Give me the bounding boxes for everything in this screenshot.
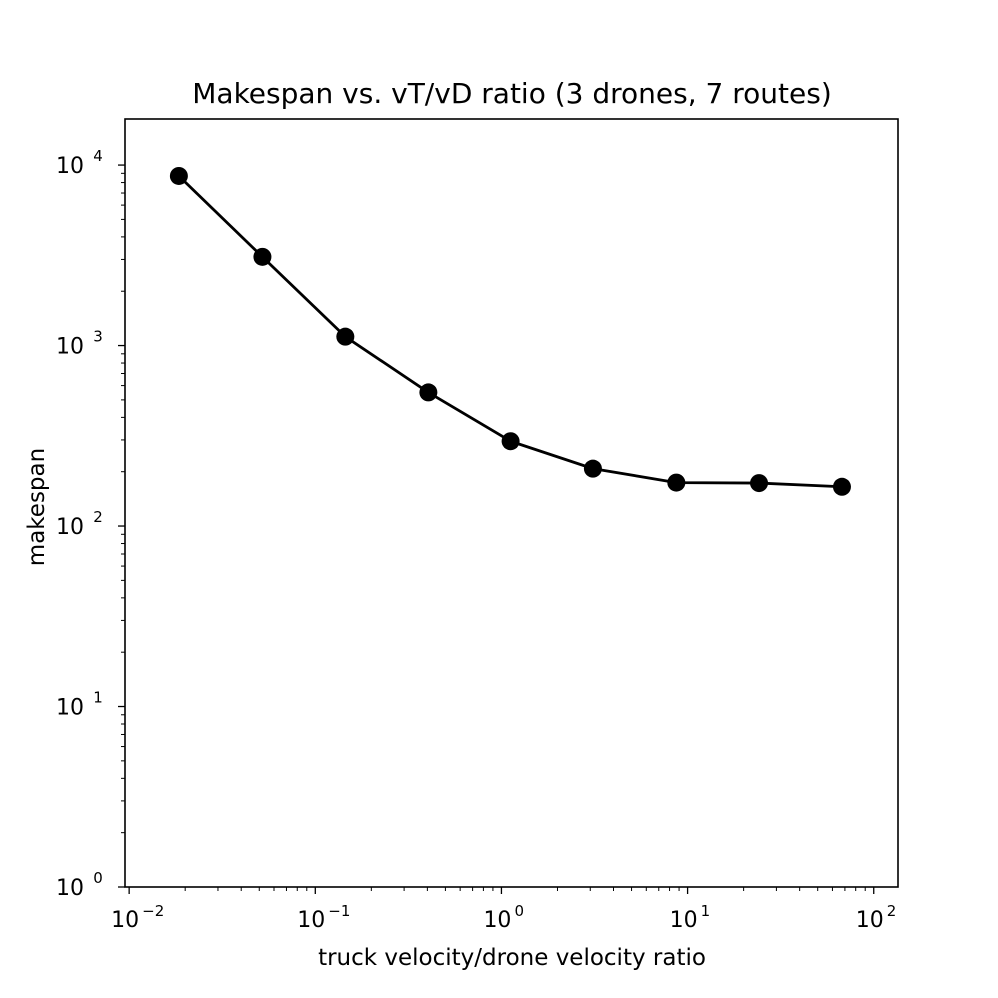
data-point [419,383,438,402]
x-tick-exponent: 1 [701,902,711,920]
y-tick-label: 10 [56,696,84,721]
x-tick-exponent: −1 [328,902,350,920]
y-tick-exponent: 0 [93,869,103,887]
plot-frame [124,118,899,888]
data-point [253,247,272,266]
data-point [583,459,602,478]
x-axis-label: truck velocity/drone velocity ratio [318,945,706,971]
y-tick-exponent: 4 [93,147,103,165]
x-tick-label: 10 [111,908,139,933]
x-tick-exponent: 0 [514,902,524,920]
y-tick-label: 10 [56,876,84,901]
data-point [667,473,686,492]
y-tick-exponent: 2 [93,508,103,526]
x-tick-label: 10 [856,908,884,933]
y-axis-ticks: 10 0 10 1 10 2 10 3 10 4 [56,147,125,901]
y-tick-label: 10 [56,335,84,360]
x-tick-label: 10 [297,908,325,933]
y-tick-label: 10 [56,515,84,540]
series-layer [169,166,851,496]
y-tick-exponent: 3 [93,328,103,346]
y-tick-exponent: 1 [93,689,103,707]
x-tick-exponent: −2 [142,902,164,920]
x-axis-ticks: 10 −2 10 −1 10 0 10 1 10 2 [111,887,896,933]
y-axis-label: makespan [24,448,50,566]
x-tick-label: 10 [670,908,698,933]
x-tick-label: 10 [483,908,511,933]
data-point [501,432,520,451]
data-point [336,327,355,346]
x-tick-exponent: 2 [887,902,897,920]
data-point [832,477,851,496]
chart-title: Makespan vs. vT/vD ratio (3 drones, 7 ro… [192,77,832,110]
y-tick-label: 10 [56,154,84,179]
data-point [750,474,769,493]
data-point [169,166,188,185]
